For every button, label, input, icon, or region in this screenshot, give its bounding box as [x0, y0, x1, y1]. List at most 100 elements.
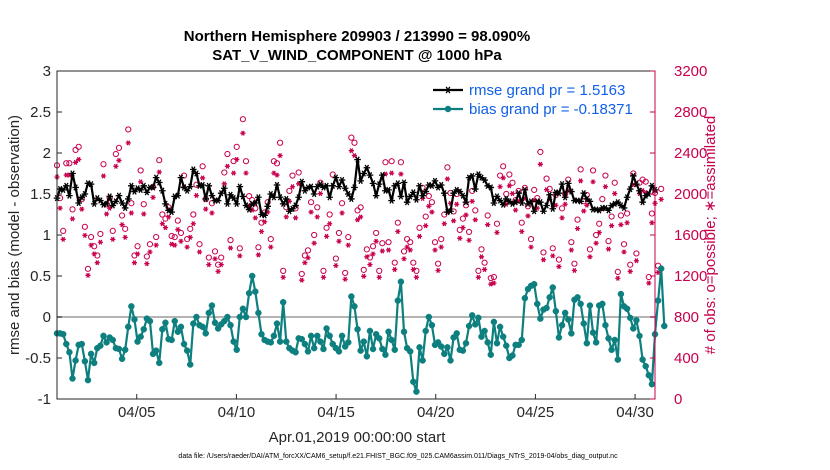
rmse-point — [282, 195, 290, 203]
obs-assimilated-marker-glyph — [311, 240, 317, 246]
rmse-point-glyph — [282, 195, 290, 203]
y-right-tick-label: 2000 — [674, 186, 707, 203]
rmse-point — [162, 200, 169, 208]
y-right-tick-label: 3200 — [674, 63, 707, 80]
obs-assimilated-marker-glyph — [605, 246, 612, 252]
rmse-point — [193, 170, 200, 177]
obs-assimilated-marker-glyph — [190, 221, 196, 227]
legend-rmse-glyph-glyph — [444, 86, 452, 94]
obs-assimilated-marker-glyph — [584, 202, 590, 208]
obs-assimilated-marker — [423, 223, 429, 229]
obs-assimilated-marker-glyph — [212, 256, 218, 262]
obs-assimilated-marker-glyph — [221, 181, 227, 187]
obs-possible-marker — [410, 259, 417, 266]
bias-point — [193, 313, 200, 321]
obs-assimilated-marker-glyph — [231, 170, 237, 176]
bias-point — [199, 323, 206, 331]
rmse-point-glyph — [261, 212, 268, 219]
bias-point — [552, 308, 560, 315]
y-tick-label: 2.5 — [30, 104, 51, 121]
rmse-point-glyph — [530, 208, 538, 215]
obs-assimilated-marker — [404, 244, 410, 250]
rmse-point — [490, 199, 498, 207]
obs-possible-marker — [156, 157, 163, 164]
rmse-point-glyph — [236, 183, 244, 190]
obs-assimilated-marker — [385, 247, 392, 253]
obs-assimilated-marker — [416, 233, 423, 239]
bias-point — [81, 358, 89, 365]
rmse-point-glyph — [295, 194, 302, 201]
rmse-point-glyph — [221, 185, 228, 192]
obs-possible-marker — [69, 206, 76, 213]
obs-possible-marker — [459, 215, 466, 222]
bias-point — [211, 319, 219, 326]
rmse-point-glyph — [227, 191, 234, 199]
rmse-point — [568, 188, 575, 195]
obs-assimilated-marker — [624, 220, 630, 226]
obs-possible-marker — [137, 167, 144, 174]
bias-point — [503, 342, 510, 349]
x-tick-label: 04/15 — [317, 404, 355, 421]
rmse-point — [630, 172, 637, 180]
rmse-point-glyph — [580, 189, 588, 197]
obs-assimilated-marker-glyph — [79, 206, 85, 212]
rmse-point-glyph — [168, 208, 175, 216]
obs-possible-marker — [332, 255, 339, 262]
rmse-point-glyph — [202, 195, 210, 203]
rmse-point-glyph — [357, 177, 364, 185]
obs-assimilated-marker — [128, 210, 134, 216]
obs-possible-marker — [620, 241, 628, 248]
rmse-point-glyph — [205, 182, 213, 189]
bias-point — [589, 329, 597, 336]
obs-possible-marker — [242, 158, 250, 165]
rmse-point — [366, 171, 374, 179]
bias-point — [168, 336, 175, 344]
obs-assimilated-marker-glyph — [416, 233, 423, 239]
bias-point — [283, 338, 290, 345]
obs-count-markers — [53, 116, 665, 287]
bias-point — [391, 346, 398, 354]
obs-possible-marker — [143, 253, 150, 260]
rmse-point — [558, 180, 566, 188]
obs-assimilated-marker-glyph — [323, 233, 330, 239]
bias-point — [608, 346, 615, 354]
obs-assimilated-marker-glyph — [612, 190, 618, 197]
bias-point — [180, 340, 188, 348]
rmse-point — [332, 174, 340, 181]
obs-assimilated-marker-glyph — [162, 225, 169, 231]
rmse-point-glyph — [366, 171, 374, 179]
obs-assimilated-marker-glyph — [327, 221, 333, 227]
obs-assimilated-marker — [605, 246, 612, 252]
bias-point — [72, 357, 79, 364]
obs-possible-marker — [298, 270, 305, 278]
bias-point — [298, 335, 306, 343]
bias-point — [481, 327, 488, 335]
obs-possible-marker — [320, 267, 327, 274]
obs-assimilated-marker-glyph — [224, 163, 231, 169]
bias-point — [317, 338, 324, 345]
rmse-point — [413, 196, 420, 203]
obs-assimilated-marker-glyph — [82, 232, 88, 238]
rmse-point — [289, 205, 296, 212]
rmse-point — [369, 180, 377, 187]
rmse-point-glyph — [230, 194, 237, 202]
obs-possible-marker — [435, 260, 442, 267]
obs-possible-marker — [190, 211, 197, 218]
legend-box — [429, 76, 645, 120]
bias-point — [626, 314, 634, 322]
bias-point — [348, 293, 355, 300]
rmse-point — [329, 182, 337, 189]
obs-assimilated-marker — [451, 218, 457, 224]
obs-possible-marker — [586, 246, 594, 253]
obs-possible-marker — [391, 259, 398, 266]
rmse-point — [233, 200, 241, 208]
bias-point — [388, 336, 395, 344]
bias-point — [487, 351, 495, 358]
rmse-point — [388, 197, 395, 204]
rmse-point — [577, 198, 584, 205]
rmse-point-glyph — [499, 201, 507, 208]
x-tick-label: 04/05 — [118, 404, 156, 421]
obs-possible-marker — [422, 213, 429, 220]
obs-assimilated-marker-glyph — [144, 261, 150, 267]
rmse-point — [326, 194, 333, 201]
